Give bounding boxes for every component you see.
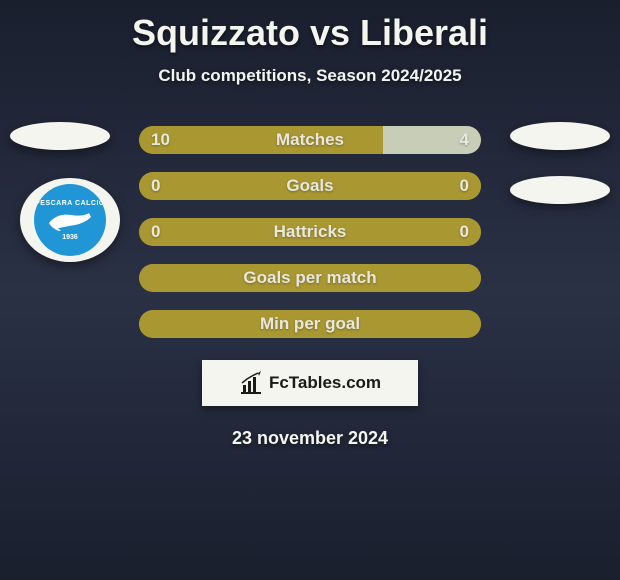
stat-value-left: 10 bbox=[151, 130, 170, 150]
stat-row-goals: 0 0 Goals bbox=[139, 172, 481, 200]
stat-label: Min per goal bbox=[260, 314, 360, 334]
club-badge-year: 1936 bbox=[62, 234, 78, 241]
page-subtitle: Club competitions, Season 2024/2025 bbox=[0, 66, 620, 86]
stat-value-left: 0 bbox=[151, 176, 160, 196]
player-left-avatar-placeholder bbox=[10, 122, 110, 150]
stat-row-min-per-goal: Min per goal bbox=[139, 310, 481, 338]
brand-text: FcTables.com bbox=[269, 373, 381, 393]
player-right-avatar-placeholder-1 bbox=[510, 122, 610, 150]
stat-row-hattricks: 0 0 Hattricks bbox=[139, 218, 481, 246]
stat-row-goals-per-match: Goals per match bbox=[139, 264, 481, 292]
club-badge-name: PESCARA CALCIO bbox=[35, 200, 105, 207]
stat-value-right: 4 bbox=[460, 130, 469, 150]
dolphin-icon bbox=[47, 209, 93, 233]
stat-label: Matches bbox=[276, 130, 344, 150]
date-text: 23 november 2024 bbox=[0, 428, 620, 449]
stat-label: Goals bbox=[286, 176, 333, 196]
page-title: Squizzato vs Liberali bbox=[0, 0, 620, 54]
stat-row-matches: 10 4 Matches bbox=[139, 126, 481, 154]
stat-label: Goals per match bbox=[243, 268, 376, 288]
stat-value-right: 0 bbox=[460, 222, 469, 242]
club-badge-inner: PESCARA CALCIO 1936 bbox=[34, 184, 106, 256]
stat-fill-left bbox=[139, 126, 383, 154]
player-right-avatar-placeholder-2 bbox=[510, 176, 610, 204]
stat-label: Hattricks bbox=[274, 222, 347, 242]
bar-chart-icon bbox=[239, 371, 263, 395]
brand-box[interactable]: FcTables.com bbox=[202, 360, 418, 406]
stat-value-left: 0 bbox=[151, 222, 160, 242]
stat-value-right: 0 bbox=[460, 176, 469, 196]
club-badge-left: PESCARA CALCIO 1936 bbox=[20, 178, 120, 262]
